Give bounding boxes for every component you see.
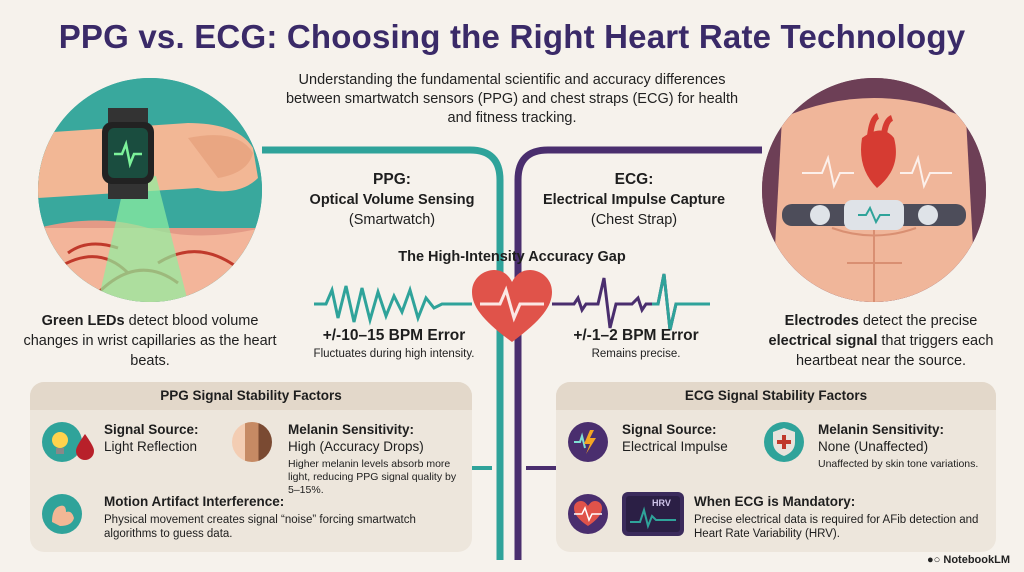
- ecg-desc-mid: detect the precise: [858, 313, 978, 329]
- notebooklm-logo: ●○ NotebookLM: [927, 554, 1010, 566]
- hrv-monitor-icon: HRV: [622, 492, 684, 536]
- ecg-panel-title: ECG Signal Stability Factors: [556, 382, 996, 410]
- ppg-error-note: Fluctuates during high intensity.: [313, 348, 475, 360]
- ppg-desc-bold: Green LEDs: [41, 313, 125, 329]
- ecg-stability-panel: ECG Signal Stability Factors Signal Sour…: [556, 382, 996, 552]
- lightbulb-icon: [42, 422, 82, 462]
- ppg-method: Optical Volume Sensing: [309, 192, 475, 208]
- ecg-melanin-note: Unaffected by skin tone variations.: [818, 458, 979, 470]
- ecg-label: ECG:: [614, 171, 654, 188]
- ecg-desc-bold2: electrical signal: [768, 333, 878, 349]
- smartwatch-wrist-illustration: [38, 78, 262, 302]
- notebook-logo-icon: ●○: [927, 554, 941, 566]
- ecg-mandatory-label: When ECG is Mandatory:: [694, 494, 856, 509]
- ppg-desc-rest: detect blood volume changes in wrist cap…: [23, 313, 277, 369]
- page-title: PPG vs. ECG: Choosing the Right Heart Ra…: [58, 18, 966, 55]
- ecg-error-note: Remains precise.: [591, 348, 681, 360]
- logo-text: NotebookLM: [943, 554, 1010, 566]
- lightning-icon: [568, 422, 608, 462]
- ecg-device: (Chest Strap): [590, 212, 678, 228]
- ecg-method: Electrical Impulse Capture: [542, 192, 726, 208]
- ppg-description: Green LEDs detect blood volume changes i…: [22, 311, 278, 371]
- hrv-badge: HRV: [652, 498, 671, 508]
- ecg-mandatory-note: Precise electrical data is required for …: [694, 514, 979, 540]
- heart-ecg-icon: [568, 494, 608, 534]
- arm-muscle-icon: [42, 494, 82, 534]
- ppg-melanin-value: High (Accuracy Drops): [288, 439, 424, 454]
- ppg-melanin-note: Higher melanin levels absorb more light,…: [288, 458, 457, 496]
- accuracy-gap-title: The High-Intensity Accuracy Gap: [398, 249, 626, 265]
- ppg-heading: PPG: Optical Volume Sensing (Smartwatch): [290, 170, 494, 230]
- shield-cross-icon: [764, 422, 804, 462]
- ecg-desc-bold1: Electrodes: [784, 313, 859, 329]
- ecg-melanin-label: Melanin Sensitivity:: [818, 422, 945, 437]
- heart-icon: [472, 270, 552, 342]
- ppg-motion-label: Motion Artifact Interference:: [104, 494, 285, 509]
- ecg-desc-rest: that triggers each heartbeat near the so…: [795, 333, 994, 369]
- ppg-device: (Smartwatch): [348, 212, 436, 228]
- ppg-error: +/-10–15 BPM Error: [322, 327, 466, 344]
- ecg-error: +/-1–2 BPM Error: [573, 327, 699, 344]
- ppg-signal-source-value: Light Reflection: [104, 439, 198, 454]
- ppg-motion-note: Physical movement creates signal “noise”…: [104, 514, 416, 540]
- ppg-panel-title: PPG Signal Stability Factors: [30, 382, 472, 410]
- ecg-melanin-value: None (Unaffected): [818, 439, 929, 454]
- page-subtitle: Understanding the fundamental scientific…: [285, 72, 739, 126]
- accuracy-gap-waveform: [314, 273, 710, 331]
- ppg-stability-panel: PPG Signal Stability Factors Signal Sour…: [30, 382, 472, 552]
- blood-drop-icon: [74, 432, 96, 465]
- ppg-label: PPG:: [373, 171, 411, 188]
- ppg-signal-source-label: Signal Source:: [104, 422, 199, 437]
- ecg-signal-source-value: Electrical Impulse: [622, 439, 728, 454]
- ecg-signal-source-label: Signal Source:: [622, 422, 717, 437]
- ecg-heading: ECG: Electrical Impulse Capture (Chest S…: [530, 170, 738, 230]
- chest-strap-illustration: [762, 78, 986, 302]
- ecg-description: Electrodes detect the precise electrical…: [752, 311, 1010, 371]
- skin-tone-icon: [232, 422, 272, 462]
- ppg-melanin-label: Melanin Sensitivity:: [288, 422, 415, 437]
